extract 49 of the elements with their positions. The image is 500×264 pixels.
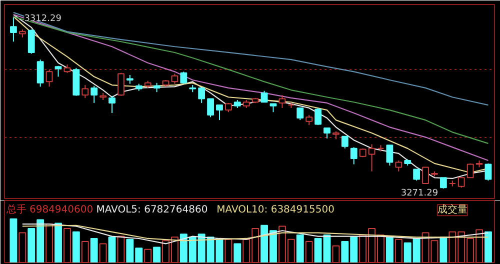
bar: [108, 236, 116, 262]
text: 总手 6984940600: [5, 204, 94, 216]
bar: [484, 231, 492, 262]
candlestick: [395, 160, 402, 172]
candlestick: [171, 73, 178, 84]
candlestick: [440, 177, 447, 190]
bar: [440, 236, 448, 262]
candlestick: [117, 72, 124, 96]
candlestick: [82, 84, 89, 98]
candlestick: [458, 177, 465, 188]
text: 成交量: [437, 204, 468, 216]
candlestick: [314, 107, 322, 126]
candlestick: [180, 71, 188, 84]
bar: [72, 231, 80, 262]
candlestick: [46, 69, 53, 88]
candlestick: [296, 107, 304, 121]
bar: [234, 243, 242, 262]
bar: [296, 234, 304, 262]
candlestick: [10, 16, 17, 42]
annotation: 3271.29: [400, 188, 438, 199]
candlestick: [368, 144, 376, 172]
candlestick: [207, 98, 214, 118]
candlestick: [36, 59, 44, 88]
candlestick: [108, 95, 116, 114]
candlestick: [484, 162, 492, 182]
text: MAVOL5: 6782764860: [96, 204, 208, 216]
candlestick: [413, 168, 420, 182]
text: MAVOL10: 6384915500: [216, 204, 334, 216]
candlestick: [422, 166, 429, 184]
candlestick: [153, 82, 160, 93]
candlestick: [341, 136, 348, 149]
bar: [386, 236, 394, 262]
candlestick: [90, 85, 98, 104]
candlestick: [28, 29, 35, 54]
bar: [90, 238, 98, 262]
candlestick: [324, 127, 330, 139]
candlestick: [198, 87, 206, 104]
candlestick: [278, 94, 286, 108]
candlestick: [466, 162, 474, 178]
candlestick: [260, 90, 268, 103]
bar: [153, 246, 161, 262]
candlestick: [306, 114, 313, 126]
bar: [10, 218, 18, 262]
candlestick: [386, 144, 394, 166]
candlestick: [350, 146, 358, 165]
annotation: 3312.29: [24, 14, 62, 24]
candlestick: [216, 104, 223, 121]
candlestick: [224, 102, 232, 113]
bar: [54, 222, 62, 262]
